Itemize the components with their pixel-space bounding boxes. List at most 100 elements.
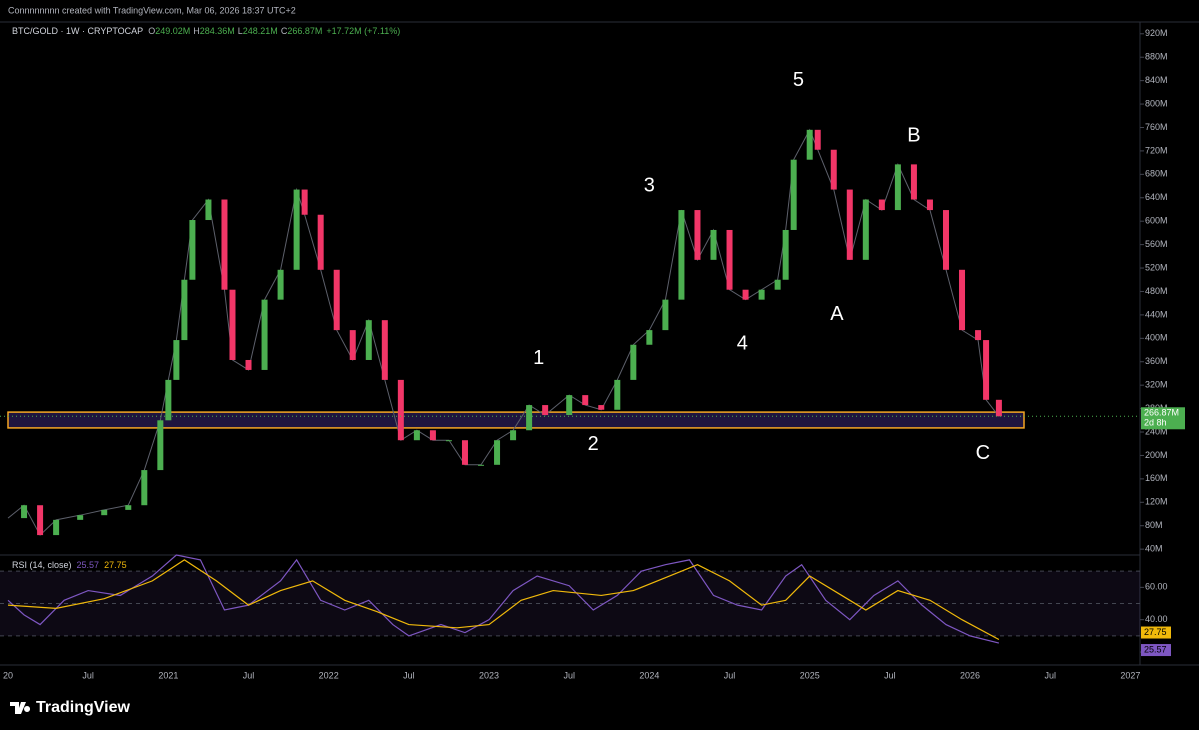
legend-item: 27.75: [104, 560, 127, 570]
price-step: [678, 210, 685, 300]
legend-item: 248.21M: [243, 26, 278, 36]
legend-item: 284.36M: [200, 26, 235, 36]
y-tick-label: 200M: [1145, 450, 1168, 460]
price-step: [662, 299, 669, 331]
rsi-line: [7, 559, 1000, 641]
price-step: [910, 164, 917, 200]
y-tick-label: 60.00: [1145, 582, 1168, 592]
y-tick-label: 760M: [1145, 122, 1168, 132]
legend-item: O: [148, 26, 155, 36]
wave-label: 3: [644, 174, 655, 196]
y-tick-label: 640M: [1145, 192, 1168, 202]
y-tick-label: 880M: [1145, 52, 1168, 62]
x-tick-label: Jul: [563, 670, 575, 680]
price-step: [566, 395, 573, 416]
x-tick-label: 20: [3, 670, 13, 680]
y-tick-label: 400M: [1145, 333, 1168, 343]
y-tick-label: 720M: [1145, 145, 1168, 155]
price-step: [229, 289, 236, 360]
price-step: [445, 440, 452, 442]
legend-item: C: [281, 26, 288, 36]
price-step: [926, 199, 933, 211]
price-step: [942, 210, 949, 270]
price-step: [782, 229, 789, 280]
price-step: [397, 379, 404, 441]
price-step: [806, 129, 813, 160]
price-step: [261, 299, 268, 370]
price-step: [582, 395, 589, 406]
legend-item: 249.02M: [155, 26, 190, 36]
price-step: [413, 430, 420, 441]
last-price-label: 266.87M: [1144, 408, 1179, 418]
x-tick-label: 2022: [319, 670, 339, 680]
price-step: [317, 214, 324, 270]
price-step: [774, 279, 781, 290]
legend-item: 25.57: [77, 560, 100, 570]
price-step: [245, 359, 252, 370]
y-tick-label: 600M: [1145, 216, 1168, 226]
price-step: [830, 149, 837, 190]
price-step: [878, 199, 885, 211]
wave-label: C: [976, 442, 990, 464]
rsi-last-label: 25.57: [1144, 644, 1167, 654]
price-step: [814, 129, 821, 150]
price-step: [101, 509, 108, 516]
price-step: [959, 269, 966, 331]
price-step: [293, 189, 300, 270]
price-step: [221, 199, 228, 290]
price-step: [630, 344, 637, 380]
price-step: [758, 289, 765, 300]
y-tick-label: 560M: [1145, 239, 1168, 249]
price-step: [894, 164, 901, 211]
rsi-line: [7, 554, 1000, 644]
x-tick-label: Jul: [82, 670, 94, 680]
y-tick-label: 680M: [1145, 169, 1168, 179]
price-step: [646, 330, 653, 345]
legend-item: RSI (14, close): [12, 560, 72, 570]
logo: TradingView: [10, 699, 131, 716]
price-step: [37, 505, 44, 536]
y-tick-label: 40.00: [1145, 614, 1168, 624]
price-step: [598, 405, 605, 410]
wave-label: A: [830, 303, 844, 325]
legend-item: +17.72M (+7.11%): [326, 26, 400, 36]
x-tick-label: 2026: [960, 670, 980, 680]
price-step: [510, 430, 517, 441]
price-step: [429, 430, 436, 441]
x-tick-label: 2025: [800, 670, 820, 680]
y-tick-label: 80M: [1145, 520, 1163, 530]
y-tick-label: 320M: [1145, 380, 1168, 390]
y-tick-label: 840M: [1145, 75, 1168, 85]
price-step: [790, 159, 797, 230]
wave-label: 5: [793, 69, 804, 91]
x-tick-label: Jul: [403, 670, 415, 680]
wave-label: 2: [588, 433, 599, 455]
price-step: [205, 199, 212, 221]
credit: Connnnnnnn created with TradingView.com,…: [8, 5, 296, 15]
support-zone: [7, 411, 1025, 429]
logo-text: TradingView: [36, 699, 131, 716]
y-tick-label: 120M: [1145, 497, 1168, 507]
x-tick-label: Jul: [1044, 670, 1056, 680]
y-tick-label: 360M: [1145, 356, 1168, 366]
legend-item: L: [238, 26, 243, 36]
price-step: [141, 470, 148, 506]
legend-item: BTC/GOLD · 1W · CRYPTOCAP: [12, 26, 143, 36]
price-step: [365, 320, 372, 360]
price-step: [53, 519, 60, 536]
price-step: [526, 405, 533, 431]
rsi-last-box: [1141, 644, 1171, 657]
wave-label: 4: [737, 332, 748, 354]
y-tick-label: 920M: [1145, 28, 1168, 38]
countdown: 2d 8h: [1144, 418, 1167, 428]
price-step: [542, 405, 549, 416]
price-step: [614, 379, 621, 410]
rsi-last-label: 27.75: [1144, 627, 1167, 637]
x-tick-label: Jul: [884, 670, 896, 680]
price-step: [461, 440, 468, 465]
price-step: [125, 505, 132, 510]
y-tick-label: 440M: [1145, 309, 1168, 319]
